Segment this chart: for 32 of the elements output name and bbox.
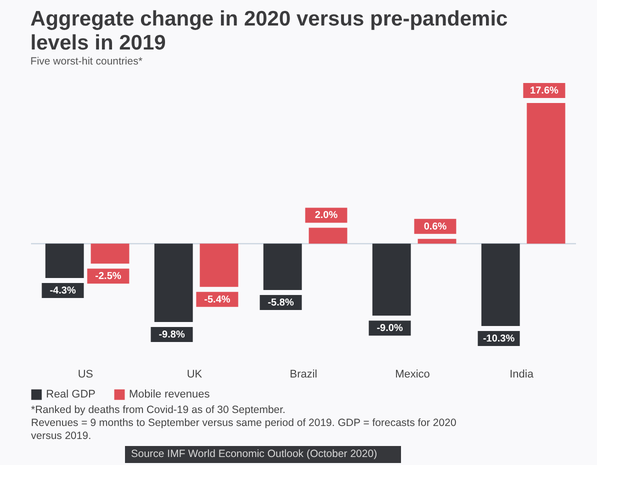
bar: [418, 238, 456, 244]
bar: [481, 244, 520, 326]
data-label: -9.8%: [158, 330, 185, 341]
data-label: -4.3%: [50, 286, 76, 297]
x-tick-label: US: [78, 368, 94, 380]
x-tick-label: UK: [186, 368, 203, 380]
source-note: Source IMF World Economic Outlook (October 2020): [131, 448, 378, 460]
chart-title: Aggregate change in 2020 versus pre-pandemic levels in 2019: [30, 8, 508, 54]
bar: [45, 244, 84, 278]
bar: [372, 244, 411, 316]
data-label: -9.0%: [376, 323, 403, 334]
bar: [263, 244, 302, 290]
bar: [200, 244, 238, 287]
data-label: -10.3%: [482, 334, 515, 344]
x-tick-label: India: [510, 368, 534, 380]
text: *Ranked by deaths from Covid-19 as of 30 September.: [31, 404, 286, 416]
data-label: 2.0%: [314, 210, 338, 222]
text: Revenues = 9 months to September versus same period of 2019. GDP = forecasts for 2020 versus 2019.: [31, 417, 456, 442]
legend-label: Real GDP: [46, 388, 96, 401]
bar: [90, 244, 130, 264]
data-label: -5.8%: [268, 298, 294, 309]
legend-label: Mobile revenues: [129, 388, 210, 401]
bar: [526, 103, 566, 244]
data-label: -5.4%: [204, 294, 230, 306]
bar: [154, 244, 193, 322]
data-label: 17.6%: [530, 86, 558, 96]
bar: [308, 228, 348, 244]
data-label: -2.5%: [95, 271, 122, 282]
x-tick-label: Brazil: [290, 368, 318, 380]
chart-subtitle: Five worst-hit countries*: [30, 56, 142, 68]
x-tick-label: Mexico: [395, 368, 430, 380]
data-label: 0.6%: [424, 221, 447, 232]
